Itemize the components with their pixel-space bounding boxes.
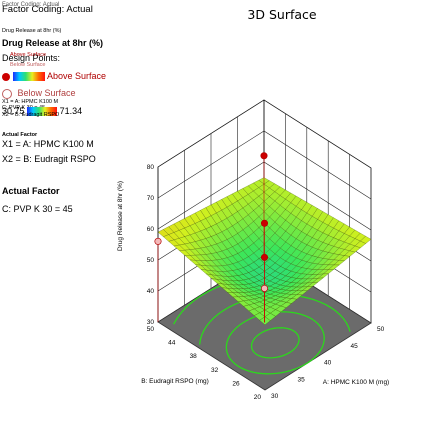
below-surface-label: Below Surface [17,88,76,98]
pvp-small-label: C: PVP K 30 = 45 [2,105,46,111]
x-tick-label: 45 [351,343,359,350]
floor-contour [250,327,300,359]
below-surface-legend-item: Below Surface [2,87,76,99]
x-axis-title: A: HPMC K100 M (mg) [323,379,389,386]
color-scale-bar [27,107,58,117]
x1-label: X1 = A: HPMC K100 M [2,139,94,149]
x-tick-label: 30 [271,393,279,400]
y-tick-label: 32 [211,367,219,374]
y-tick-label: 38 [190,353,198,360]
design-point-marker [260,219,269,227]
x-tick-label: 50 [377,326,385,333]
floor-contour [330,307,351,332]
design-point-marker [154,237,162,245]
x2-small-label: X2 = B: Eudragit RSPO [2,112,60,118]
z-axis-title: Drug Release at 8hr (%) [117,181,124,251]
x-tick-label: 40 [324,360,332,367]
design-point-marker [260,152,268,160]
above-surface-small-label: Above Surface [10,52,47,58]
below-surface-small-label: Below Surface [10,62,46,68]
z-tick-label: 50 [147,257,155,264]
actual-factor-title: Actual Factor [2,186,60,196]
response-title: Drug Release at 8hr (%) [2,38,104,48]
z-tick-label: 80 [147,164,155,171]
actual-factor-small-label: Actual Factor [2,132,38,138]
factor-coding-label: Factor Coding: Actual [2,4,93,15]
factor-coding-small-label: Factor Coding: Actual [2,2,60,8]
z-tick-label: 40 [147,288,155,295]
below-surface-dot-icon [2,88,12,99]
range-low-value: 30.75 [2,106,25,116]
color-scale-swatch [13,72,45,82]
y-tick-label: 44 [168,340,176,347]
design-points-label: Design Points: [2,53,61,63]
z-tick-label: 30 [147,319,155,326]
x2-label: X2 = B: Eudragit RSPO [2,154,96,164]
y-tick-label: 50 [147,326,155,333]
x-tick-label: 35 [298,376,306,383]
x1-small-label: X1 = A: HPMC K100 M [2,99,59,105]
y-axis-title: B: Eudragit RSPO (mg) [141,378,209,385]
chart-title: 3D Surface [247,7,317,22]
color-range-row: 30.75 71.34 [2,105,82,117]
design-point-marker [260,284,269,292]
range-high-value: 71.34 [59,106,83,116]
actual-factor-value: C: PVP K 30 = 45 [2,204,73,214]
surface-cell [259,316,271,326]
above-surface-legend-item: Above Surface [2,70,106,82]
z-tick-label: 70 [147,195,155,202]
y-tick-label: 20 [254,394,262,401]
above-surface-label: Above Surface [47,71,107,81]
response-small-label: Drug Release at 8hr (%) [2,28,62,34]
above-surface-dot-icon [2,72,10,81]
y-tick-label: 26 [232,380,240,387]
z-tick-label: 60 [147,226,155,233]
